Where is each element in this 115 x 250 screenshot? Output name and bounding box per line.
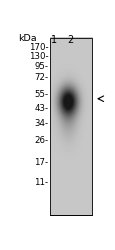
- Text: 34-: 34-: [34, 119, 48, 128]
- Text: kDa: kDa: [18, 34, 36, 43]
- Text: 170-: 170-: [28, 43, 48, 52]
- Text: 72-: 72-: [34, 73, 48, 82]
- Bar: [50, 38, 91, 215]
- Text: 1: 1: [50, 36, 56, 46]
- Text: 17-: 17-: [34, 158, 48, 167]
- Text: 95-: 95-: [34, 62, 48, 71]
- Text: 2: 2: [67, 36, 73, 46]
- Text: 11-: 11-: [34, 178, 48, 187]
- Text: 26-: 26-: [34, 136, 48, 145]
- Text: 130-: 130-: [28, 52, 48, 61]
- Text: 43-: 43-: [34, 104, 48, 113]
- Text: 55-: 55-: [34, 90, 48, 99]
- Bar: [50, 38, 91, 215]
